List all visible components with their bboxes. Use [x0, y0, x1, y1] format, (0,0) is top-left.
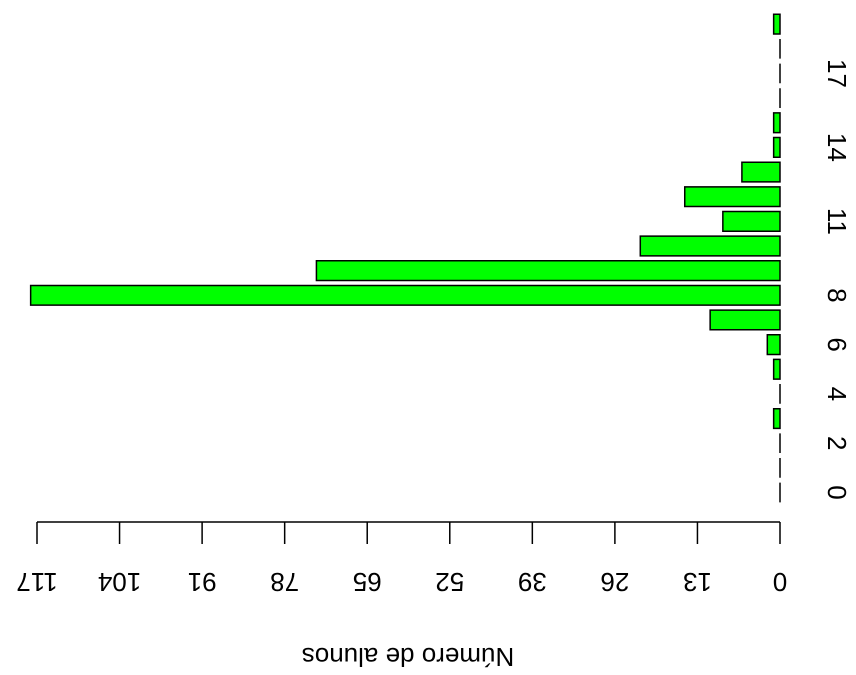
y-tick-label: 6 [822, 337, 852, 351]
bar [772, 13, 781, 35]
x-tick-label: 13 [683, 567, 712, 597]
y-tick-label: 2 [822, 436, 852, 450]
bar [766, 334, 781, 356]
y-tick-label: 11 [822, 208, 852, 235]
bar [772, 136, 781, 158]
x-tick-label: 78 [270, 567, 299, 597]
bar [315, 260, 781, 282]
x-tick-label: 117 [16, 567, 57, 597]
bar [639, 235, 781, 257]
x-tick-label: 0 [773, 567, 787, 597]
bar [741, 161, 781, 183]
y-tick-label: 8 [822, 288, 852, 302]
x-tick-label: 52 [435, 567, 464, 597]
bar [722, 210, 781, 232]
bar [772, 407, 781, 430]
y-tick-label: 0 [822, 485, 852, 499]
bar [29, 284, 781, 306]
y-tick-label: 4 [822, 387, 852, 401]
bar [772, 112, 781, 134]
x-tick-label: 39 [518, 567, 547, 597]
bar [709, 309, 781, 331]
axis-title: Número de alunos [302, 642, 514, 672]
bar [772, 358, 781, 380]
x-tick-label: 91 [188, 567, 217, 597]
x-tick-label: 65 [353, 567, 382, 597]
bar [683, 186, 781, 208]
x-tick-label: 26 [600, 567, 629, 597]
x-tick-label: 104 [98, 567, 141, 597]
y-tick-label: 17 [822, 59, 852, 88]
y-tick-label: 14 [822, 133, 852, 162]
